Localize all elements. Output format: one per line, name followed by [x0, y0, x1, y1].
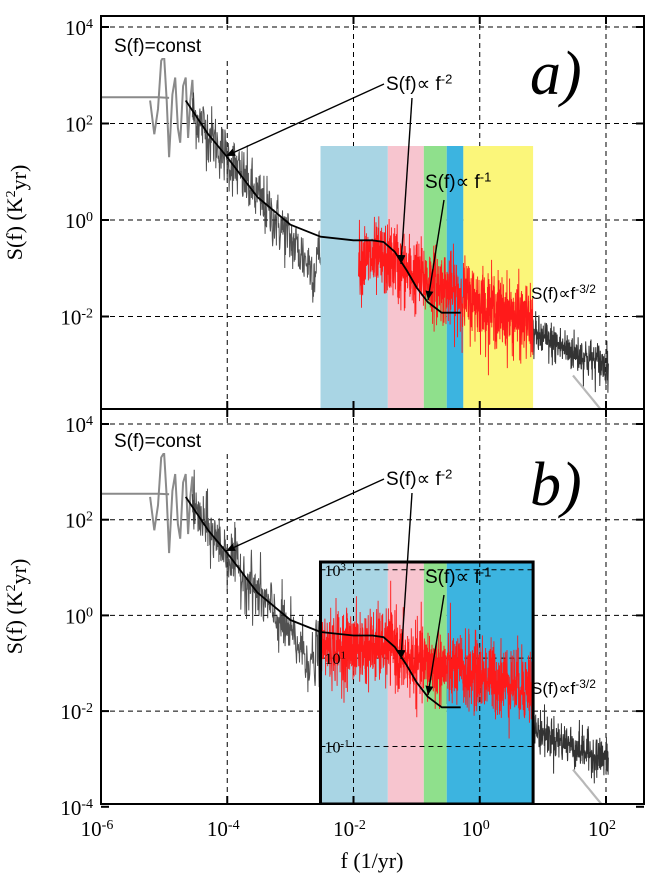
inset-y-tick-label: 101 — [324, 650, 346, 669]
y-tick-label: 102 — [65, 509, 93, 533]
plot-frame-b — [100, 408, 645, 805]
inset-y-tick-label: 10-1 — [324, 738, 349, 757]
raw-lowfreq-oscillation — [149, 449, 196, 554]
y-tick-label: 100 — [65, 604, 93, 628]
annotation-f-3-2: S(f)∝f-3/2 — [531, 677, 596, 698]
annotation-f-2: S(f)∝ f-2 — [386, 72, 452, 96]
panel-letter: b) — [530, 451, 582, 519]
instrumental-spectrum — [320, 580, 534, 739]
y-tick-label: 102 — [65, 113, 93, 137]
data-panel-a — [101, 52, 609, 409]
raw-lowfreq-oscillation — [149, 52, 196, 158]
arrow-to-f-1-segment — [425, 594, 445, 696]
arrow-to-f-2-segment — [397, 97, 413, 265]
inset-frame — [318, 560, 535, 804]
y-tick-label: 100 — [65, 209, 93, 233]
annotation-const: S(f)=const — [114, 431, 202, 452]
inset-band-light-blue — [320, 562, 388, 804]
y-tick-label: 104 — [65, 16, 93, 40]
annotation-f-1: S(f)∝ f-1 — [425, 565, 491, 589]
inset-band-pink — [387, 562, 424, 804]
panel-letter: a) — [530, 40, 582, 108]
y-axis-title: S(f) (K2yr) — [2, 165, 31, 261]
x-tick-label: 10-4 — [207, 817, 240, 841]
y-axis-title: S(f) (K2yr) — [2, 559, 31, 655]
y-tick-label: 104 — [65, 413, 93, 437]
annotation-f-2: S(f)∝ f-2 — [386, 467, 452, 491]
annotation-f-3-2: S(f)∝f-3/2 — [531, 282, 596, 303]
inset-red-group — [320, 580, 534, 739]
instrumental-spectrum — [358, 216, 534, 376]
annotation-bg — [110, 30, 228, 58]
band-green — [423, 146, 447, 408]
x-tick-label: 100 — [462, 817, 490, 841]
annotation-bg — [110, 425, 228, 453]
x-tick-label: 10-6 — [81, 817, 114, 841]
y-tick-label: 10-2 — [60, 306, 93, 330]
arrow-to-f-2-fit — [225, 83, 385, 157]
arrow-to-f-2-fit — [225, 478, 385, 552]
x-axis-title: f (1/yr) — [341, 848, 404, 873]
x-tick-label: 102 — [588, 817, 616, 841]
x-tick-label: 10-2 — [333, 817, 366, 841]
model-curve — [184, 496, 461, 709]
inset-panel — [318, 560, 535, 804]
arrow-to-f-2-segment — [397, 492, 413, 660]
inset-y-tick-label: 103 — [324, 561, 346, 580]
y-tick-label: 10-4 — [60, 796, 93, 820]
annotation-f-1: S(f)∝ f-1 — [425, 170, 491, 194]
model-curve — [184, 100, 461, 314]
arrow-to-f-1-segment — [425, 199, 445, 301]
y-tick-label: 10-2 — [60, 700, 93, 724]
raw-tail-line — [572, 768, 603, 804]
annotation-const: S(f)=const — [114, 36, 202, 57]
raw-tail-line — [572, 374, 602, 409]
data-panel-b — [101, 449, 609, 804]
